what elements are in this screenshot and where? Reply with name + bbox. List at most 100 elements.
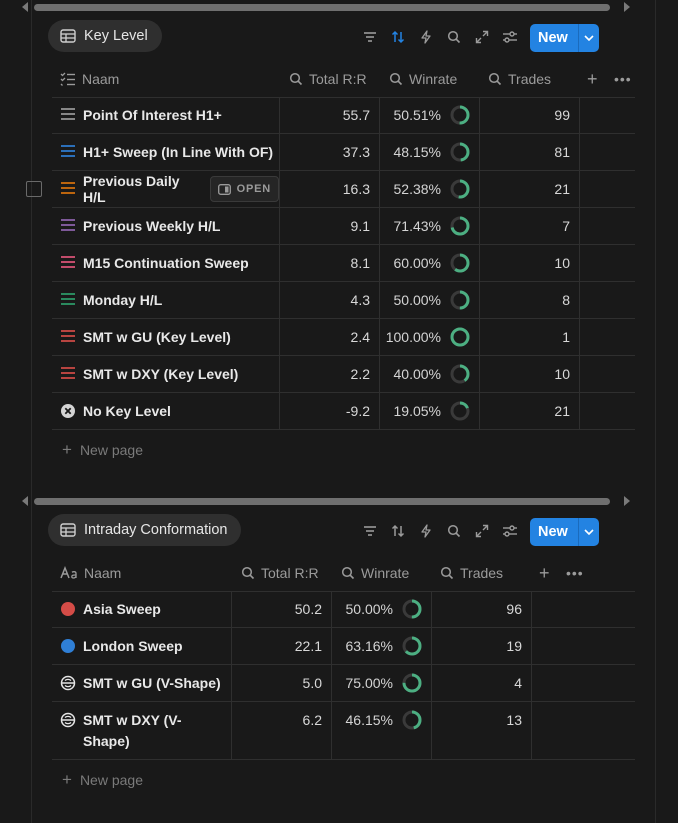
chevron-down-icon[interactable] xyxy=(579,529,599,535)
table-row[interactable]: Previous Weekly H/L 9.1 71.43% 7 xyxy=(52,208,635,245)
table-row[interactable]: H1+ Sweep (In Line With OF) 37.3 48.15% 81 xyxy=(52,134,635,171)
table-row[interactable]: Previous Daily H/L OPEN 16.3 52.38% 21 xyxy=(52,171,635,208)
table-row[interactable]: SMT w GU (V-Shape) 5.0 75.00% 4 xyxy=(52,665,635,702)
row-name-cell[interactable]: SMT w GU (Key Level) xyxy=(52,319,280,355)
trades-cell[interactable]: 13 xyxy=(432,702,532,759)
trades-cell[interactable]: 21 xyxy=(480,393,580,429)
winrate-cell[interactable]: 100.00% xyxy=(380,319,480,355)
add-column-icon[interactable]: + xyxy=(539,562,550,583)
scrollbar-top[interactable] xyxy=(20,1,632,13)
row-name-cell[interactable]: Previous Weekly H/L xyxy=(52,208,280,244)
row-select-checkbox[interactable] xyxy=(26,181,42,197)
table-row[interactable]: SMT w DXY (V- Shape) 6.2 46.15% 13 xyxy=(52,702,635,760)
column-header-name[interactable]: Naam xyxy=(60,61,119,97)
table-row[interactable]: SMT w DXY (Key Level) 2.2 40.00% 10 xyxy=(52,356,635,393)
scrollbar-middle[interactable] xyxy=(20,495,632,507)
row-name-cell[interactable]: SMT w GU (V-Shape) xyxy=(52,665,232,701)
winrate-cell[interactable]: 19.05% xyxy=(380,393,480,429)
column-header-trades[interactable]: Trades xyxy=(488,61,551,97)
rr-cell[interactable]: 16.3 xyxy=(280,171,380,207)
rr-cell[interactable]: 2.4 xyxy=(280,319,380,355)
rr-cell[interactable]: 22.1 xyxy=(232,628,332,664)
table-row[interactable]: No Key Level -9.2 19.05% 21 xyxy=(52,393,635,430)
settings-icon[interactable] xyxy=(496,23,524,51)
scroll-left-icon[interactable] xyxy=(22,2,28,12)
column-header-rr[interactable]: Total R:R xyxy=(241,555,319,591)
row-name-cell[interactable]: Asia Sweep xyxy=(52,591,232,627)
column-header-name[interactable]: Naam xyxy=(60,555,121,591)
column-header-rr[interactable]: Total R:R xyxy=(289,61,367,97)
automation-icon[interactable] xyxy=(412,23,440,51)
search-icon[interactable] xyxy=(440,517,468,545)
more-options-icon[interactable]: ••• xyxy=(614,71,632,87)
scroll-thumb[interactable] xyxy=(34,498,610,505)
settings-icon[interactable] xyxy=(496,517,524,545)
filter-icon[interactable] xyxy=(356,23,384,51)
table-row[interactable]: Asia Sweep 50.2 50.00% 96 xyxy=(52,591,635,628)
row-name-cell[interactable]: Previous Daily H/L OPEN xyxy=(52,171,280,207)
open-button[interactable]: OPEN xyxy=(209,176,279,202)
table-row[interactable]: London Sweep 22.1 63.16% 19 xyxy=(52,628,635,665)
rr-cell[interactable]: 5.0 xyxy=(232,665,332,701)
new-page-button[interactable]: + New page xyxy=(62,440,143,460)
add-column-icon[interactable]: + xyxy=(587,68,598,89)
trades-cell[interactable]: 10 xyxy=(480,245,580,281)
view-tab-intraday[interactable]: Intraday Conformation xyxy=(48,514,242,546)
scroll-thumb[interactable] xyxy=(34,4,610,11)
winrate-cell[interactable]: 71.43% xyxy=(380,208,480,244)
winrate-cell[interactable]: 40.00% xyxy=(380,356,480,392)
row-name-cell[interactable]: Point Of Interest H1+ xyxy=(52,97,280,133)
trades-cell[interactable]: 81 xyxy=(480,134,580,170)
sort-icon[interactable] xyxy=(384,23,412,51)
scroll-right-icon[interactable] xyxy=(624,496,630,506)
winrate-cell[interactable]: 48.15% xyxy=(380,134,480,170)
rr-cell[interactable]: 6.2 xyxy=(232,702,332,759)
table-row[interactable]: Point Of Interest H1+ 55.7 50.51% 99 xyxy=(52,97,635,134)
rr-cell[interactable]: 9.1 xyxy=(280,208,380,244)
filter-icon[interactable] xyxy=(356,517,384,545)
row-name-cell[interactable]: M15 Continuation Sweep xyxy=(52,245,280,281)
trades-cell[interactable]: 96 xyxy=(432,591,532,627)
view-tab-key-level[interactable]: Key Level xyxy=(48,20,162,52)
trades-cell[interactable]: 4 xyxy=(432,665,532,701)
winrate-cell[interactable]: 50.51% xyxy=(380,97,480,133)
table-row[interactable]: Monday H/L 4.3 50.00% 8 xyxy=(52,282,635,319)
chevron-down-icon[interactable] xyxy=(579,35,599,41)
row-name-cell[interactable]: No Key Level xyxy=(52,393,280,429)
winrate-cell[interactable]: 50.00% xyxy=(380,282,480,318)
sort-icon[interactable] xyxy=(384,517,412,545)
automation-icon[interactable] xyxy=(412,517,440,545)
winrate-cell[interactable]: 52.38% xyxy=(380,171,480,207)
rr-cell[interactable]: -9.2 xyxy=(280,393,380,429)
column-header-winrate[interactable]: Winrate xyxy=(341,555,409,591)
winrate-cell[interactable]: 63.16% xyxy=(332,628,432,664)
rr-cell[interactable]: 8.1 xyxy=(280,245,380,281)
scroll-right-icon[interactable] xyxy=(624,2,630,12)
trades-cell[interactable]: 19 xyxy=(432,628,532,664)
winrate-cell[interactable]: 46.15% xyxy=(332,702,432,759)
scroll-left-icon[interactable] xyxy=(22,496,28,506)
column-header-winrate[interactable]: Winrate xyxy=(389,61,457,97)
expand-icon[interactable] xyxy=(468,23,496,51)
trades-cell[interactable]: 10 xyxy=(480,356,580,392)
trades-cell[interactable]: 8 xyxy=(480,282,580,318)
new-button[interactable]: New xyxy=(530,24,599,52)
winrate-cell[interactable]: 75.00% xyxy=(332,665,432,701)
expand-icon[interactable] xyxy=(468,517,496,545)
rr-cell[interactable]: 37.3 xyxy=(280,134,380,170)
trades-cell[interactable]: 21 xyxy=(480,171,580,207)
trades-cell[interactable]: 1 xyxy=(480,319,580,355)
trades-cell[interactable]: 7 xyxy=(480,208,580,244)
new-button[interactable]: New xyxy=(530,518,599,546)
row-name-cell[interactable]: SMT w DXY (Key Level) xyxy=(52,356,280,392)
winrate-cell[interactable]: 50.00% xyxy=(332,591,432,627)
rr-cell[interactable]: 55.7 xyxy=(280,97,380,133)
rr-cell[interactable]: 4.3 xyxy=(280,282,380,318)
rr-cell[interactable]: 2.2 xyxy=(280,356,380,392)
table-row[interactable]: M15 Continuation Sweep 8.1 60.00% 10 xyxy=(52,245,635,282)
winrate-cell[interactable]: 60.00% xyxy=(380,245,480,281)
column-header-trades[interactable]: Trades xyxy=(440,555,503,591)
row-name-cell[interactable]: Monday H/L xyxy=(52,282,280,318)
table-row[interactable]: SMT w GU (Key Level) 2.4 100.00% 1 xyxy=(52,319,635,356)
new-page-button[interactable]: + New page xyxy=(62,770,143,790)
